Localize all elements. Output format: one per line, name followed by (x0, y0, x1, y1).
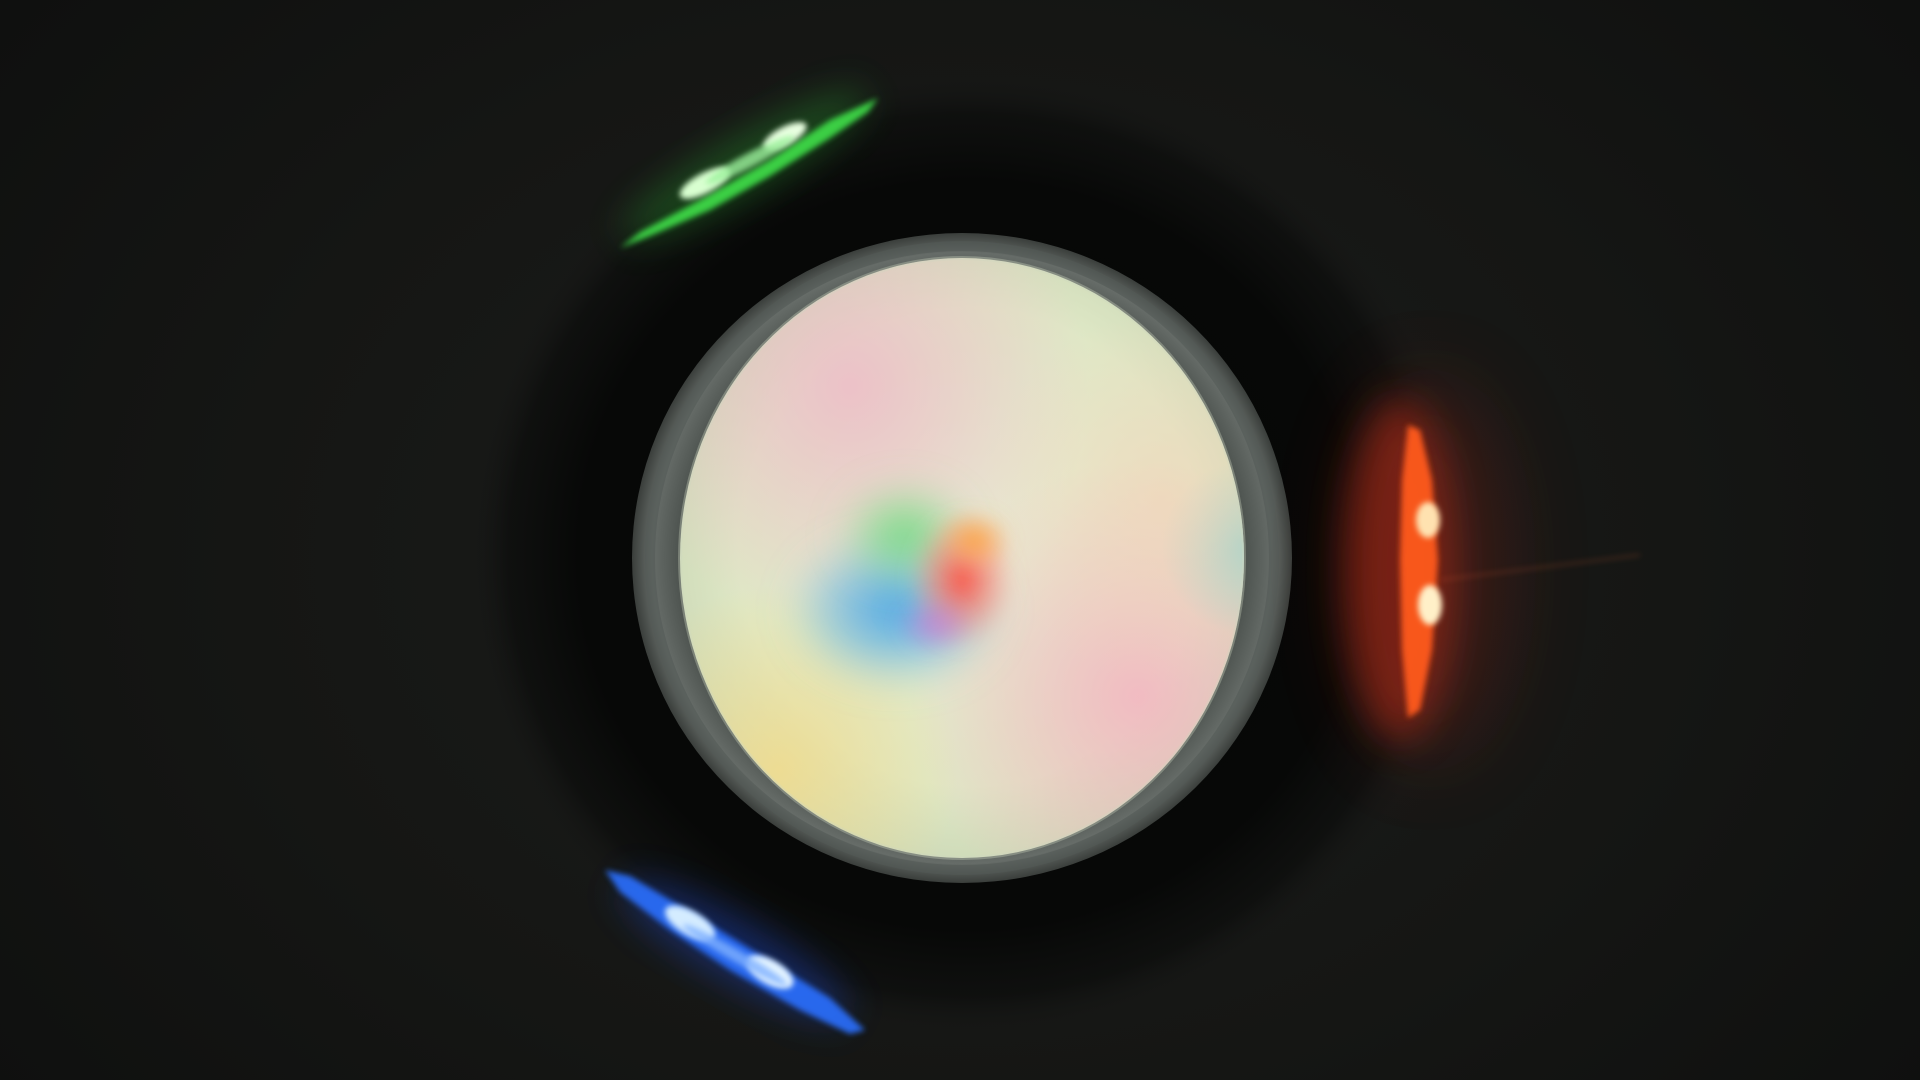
blue-led (605, 870, 865, 1034)
center-colour-mix (785, 480, 1017, 690)
red-led (1345, 380, 1641, 760)
diffuser-disk (680, 258, 1244, 858)
green-led (620, 90, 878, 248)
